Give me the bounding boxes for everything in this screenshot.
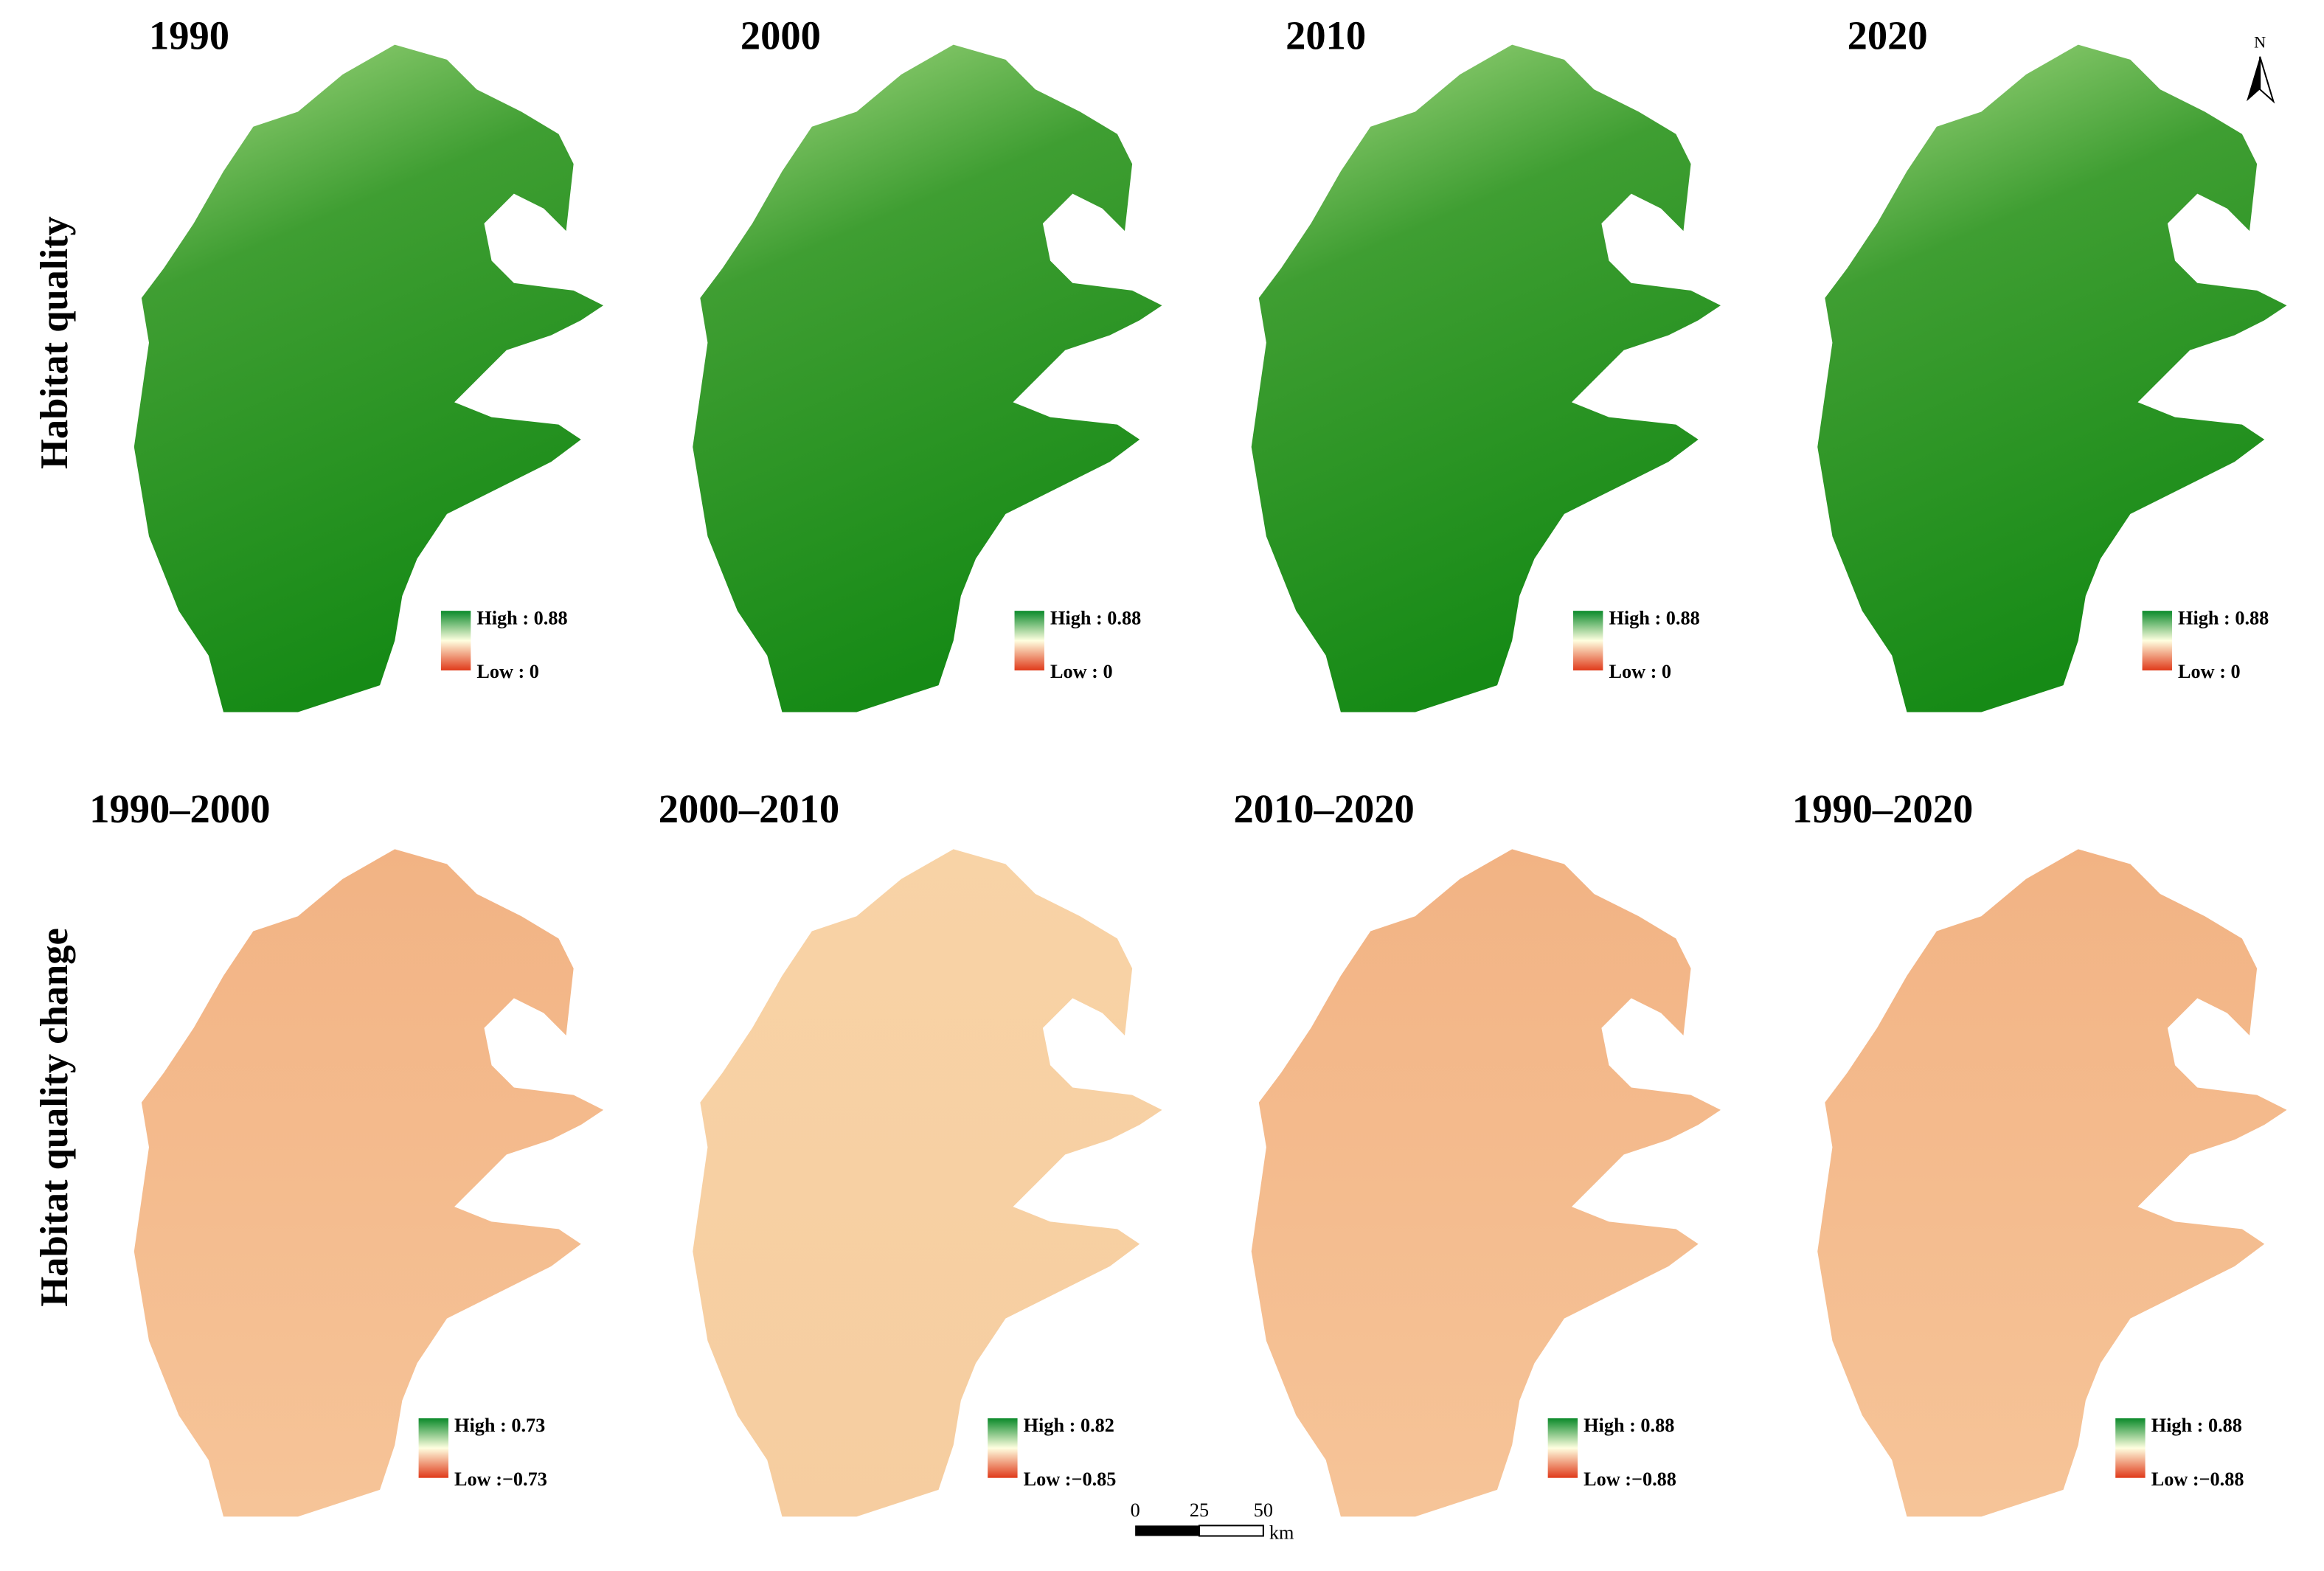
legend-ramp [1014,611,1044,670]
legend-ramp [440,611,471,670]
scale-tick-label: 50 [1254,1499,1273,1521]
scale-tick-label: 0 [1131,1499,1140,1521]
panel-title: 1990–2000 [89,786,270,831]
panel-title: 2010–2020 [1233,786,1414,831]
scale-unit: km [1269,1522,1294,1544]
legend-ramp [418,1418,448,1478]
legend-high: High : 0.88 [476,607,567,628]
map-panel: 2010–2020 High : 0.88 Low :−0.88 [1233,786,1721,1517]
legend-low: Low : 0 [1050,661,1113,682]
legend-low: Low : 0 [2178,661,2241,682]
legend-high: High : 0.88 [1584,1415,1674,1436]
map-panel: 1990–2000 High : 0.73 Low :−0.73 [89,786,604,1517]
legend-low: Low :−0.88 [1584,1468,1676,1490]
legend-high: High : 0.73 [454,1415,545,1436]
map-panel: 2010 High : 0.88 Low : 0 [1251,13,1721,712]
map-panel: 2020 High : 0.88 Low : 0 [1817,13,2287,712]
panel-title: 2010 [1286,13,1366,58]
legend-high: High : 0.82 [1024,1415,1114,1436]
legend-low: Low : 0 [476,661,539,682]
panel-title: 2000 [740,13,821,58]
legend-ramp [1572,611,1603,670]
legend-high: High : 0.88 [2178,607,2269,628]
scale-bar [1135,1525,1264,1537]
map-panel: 1990–2020 High : 0.88 Low :−0.88 [1792,786,2287,1517]
legend-ramp [988,1418,1018,1478]
legend-ramp [2115,1418,2146,1478]
scale-tick-label: 25 [1190,1499,1209,1521]
panel-title: 1990–2020 [1792,786,1973,831]
panel-title: 2000–2010 [659,786,839,831]
north-label: N [2254,33,2266,52]
legend-high: High : 0.88 [1050,607,1141,628]
map-panel: 2000–2010 High : 0.82 Low :−0.85 [659,786,1162,1517]
north-arrow: N [2246,33,2275,104]
legend-ramp [1547,1418,1578,1478]
legend-low: Low :−0.73 [454,1468,547,1490]
legend-high: High : 0.88 [1609,607,1699,628]
row-label: Habitat quality [33,216,76,469]
panel-title: 2020 [1848,13,1928,58]
map-panel: 2000 High : 0.88 Low : 0 [693,13,1162,712]
legend-high: High : 0.88 [2151,1415,2242,1436]
legend-low: Low : 0 [1609,661,1671,682]
map-panel: 1990 High : 0.88 Low : 0 [133,13,604,712]
legend-low: Low :−0.88 [2151,1468,2244,1490]
legend-low: Low :−0.85 [1024,1468,1117,1490]
panel-title: 1990 [149,13,229,58]
legend-ramp [2142,611,2172,670]
row-label: Habitat quality change [33,928,76,1306]
